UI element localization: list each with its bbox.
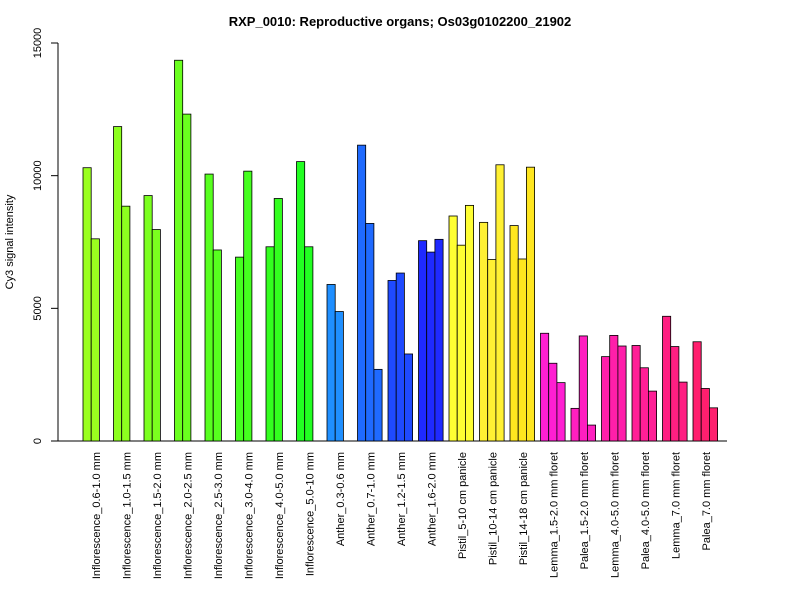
bar: [434, 238, 444, 442]
bar: [204, 173, 214, 442]
bar: [678, 381, 688, 442]
bar: [526, 166, 536, 442]
x-tick-label: Inflorescence_1.0-1.5 mm: [122, 452, 134, 579]
x-tick-label: Palea_4.0-5.0 mm floret: [640, 452, 652, 569]
bar: [373, 368, 383, 442]
bar: [174, 59, 184, 442]
bar: [570, 407, 580, 442]
x-tick-label: Pistil_5-10 cm panicle: [457, 452, 469, 559]
x-tick-label: Lemma_7.0 mm floret: [671, 452, 683, 559]
bar: [601, 356, 611, 442]
bar: [403, 353, 413, 442]
bar: [556, 382, 566, 442]
y-axis-label: Cy3 signal intensity: [4, 194, 16, 289]
bar: [265, 246, 275, 442]
bar: [692, 341, 702, 442]
x-tick-label: Pistil_10-14 cm panicle: [488, 452, 500, 565]
bar: [648, 390, 658, 442]
chart-title: RXP_0010: Reproductive organs; Os03g0102…: [229, 14, 572, 29]
bar: [578, 335, 588, 442]
x-tick-label: Inflorescence_1.5-2.0 mm: [152, 452, 164, 579]
bar: [235, 256, 245, 442]
bars: [82, 59, 719, 442]
bar: [365, 223, 375, 442]
x-tick-label: Anther_1.6-2.0 mm: [427, 452, 439, 546]
bar: [90, 238, 100, 442]
bar: [670, 346, 680, 442]
bar: [304, 246, 314, 442]
x-tick-label: Lemma_4.0-5.0 mm floret: [610, 452, 622, 578]
bar: [639, 367, 649, 442]
bar: [662, 315, 672, 442]
bar: [631, 345, 641, 442]
x-tick-label: Inflorescence_2.0-2.5 mm: [183, 452, 195, 579]
bar: [609, 334, 619, 442]
bar: [509, 225, 519, 442]
x-tick-label: Inflorescence_5.0-10 mm: [305, 452, 317, 576]
bar: [540, 332, 550, 442]
bar: [456, 244, 466, 442]
bar: [121, 205, 131, 442]
bar: [517, 258, 527, 442]
x-tick-label: Anther_1.2-1.5 mm: [396, 452, 408, 546]
bar: [426, 251, 436, 442]
x-tick-label: Inflorescence_4.0-5.0 mm: [274, 452, 286, 579]
bar: [418, 240, 428, 442]
bar: [296, 161, 306, 442]
y-tick-label: 0: [32, 438, 44, 444]
x-tick-label: Anther_0.3-0.6 mm: [335, 452, 347, 546]
bar: [212, 249, 222, 442]
y-tick-label: 15000: [32, 28, 44, 59]
bar: [334, 311, 344, 442]
x-tick-label: Inflorescence_0.6-1.0 mm: [91, 452, 103, 579]
bar: [113, 126, 123, 442]
x-axis-tick-labels: Inflorescence_0.6-1.0 mm Inflorescence_1.…: [91, 452, 713, 579]
y-axis-ticks: 0 5000 10000 15000: [32, 28, 58, 444]
bar: [709, 407, 719, 442]
bar: [326, 284, 336, 442]
y-tick-label: 10000: [32, 160, 44, 191]
bar: [357, 144, 367, 442]
bar: [487, 259, 497, 442]
bar: [700, 388, 710, 442]
y-tick-label: 5000: [32, 296, 44, 320]
bar: [182, 113, 192, 442]
bar: [151, 229, 161, 442]
x-tick-label: Palea_1.5-2.0 mm floret: [579, 452, 591, 569]
bar: [448, 215, 458, 442]
bar: [495, 164, 505, 442]
bar: [617, 345, 627, 442]
bar: [464, 204, 474, 442]
bar: [587, 424, 597, 442]
bar: [243, 170, 253, 442]
x-tick-label: Palea_7.0 mm floret: [701, 452, 713, 550]
x-tick-label: Pistil_14-18 cm panicle: [518, 452, 530, 565]
bar: [387, 280, 397, 442]
bar: [395, 272, 405, 442]
x-tick-label: Anther_0.7-1.0 mm: [366, 452, 378, 546]
x-tick-label: Inflorescence_3.0-4.0 mm: [244, 452, 256, 579]
bar: [273, 198, 283, 442]
bar: [143, 195, 153, 442]
bar: [82, 167, 92, 442]
x-tick-label: Lemma_1.5-2.0 mm floret: [549, 452, 561, 578]
bar: [548, 362, 558, 442]
x-tick-label: Inflorescence_2.5-3.0 mm: [213, 452, 225, 579]
bar: [479, 221, 489, 442]
